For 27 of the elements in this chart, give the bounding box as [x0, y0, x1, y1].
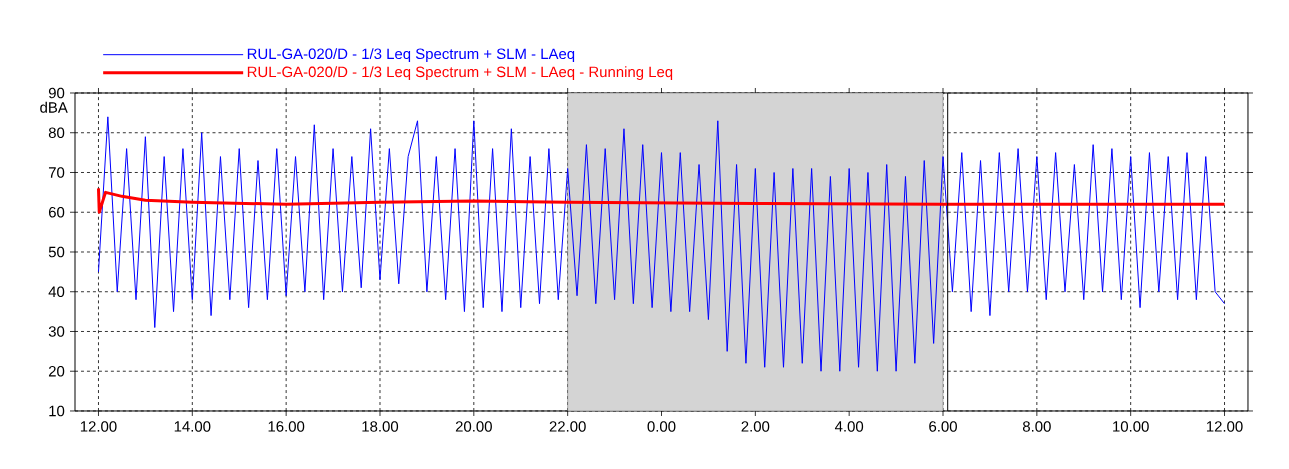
y-tick-label: 90 — [48, 87, 65, 99]
line-series — [97, 116, 1226, 372]
x-tick-label: 10.00 — [1113, 421, 1149, 432]
y-tick-label: 20 — [48, 365, 65, 377]
text: RUL-GA-020/D - 1/3 Leq Spectrum + SLM - LAeq — [247, 48, 575, 63]
line-series — [96, 186, 1227, 214]
x-tick-label: 2.00 — [741, 421, 770, 432]
y-tick-label: 40 — [48, 286, 65, 298]
y-axis-title: dBA — [40, 101, 68, 113]
x-tick-label: 14.00 — [174, 421, 211, 432]
x-tick-label: 18.00 — [362, 421, 399, 432]
x-tick-label: 0.00 — [647, 421, 676, 432]
y-tick-label: 10 — [49, 405, 65, 417]
y-tick-label: 30 — [48, 326, 65, 337]
y-tick-label: 80 — [48, 127, 65, 139]
y-tick-label: 50 — [48, 246, 65, 258]
x-tick-label: 16.00 — [268, 421, 305, 432]
x-tick-label: 20.00 — [455, 421, 492, 432]
x-tick-label: 8.00 — [1022, 421, 1051, 432]
x-tick-label: 22.00 — [549, 421, 586, 432]
y-tick-label: 60 — [48, 206, 65, 218]
x-tick-label: 6.00 — [929, 421, 957, 432]
x-tick-label: 12.00 — [80, 421, 117, 432]
y-tick-label: 70 — [48, 167, 65, 178]
x-tick-label: 4.00 — [834, 421, 864, 432]
x-tick-label: 12.00 — [1206, 421, 1243, 432]
text: RUL-GA-020/D - 1/3 Leq Spectrum + SLM - LAeq - Running Leq — [247, 66, 673, 81]
